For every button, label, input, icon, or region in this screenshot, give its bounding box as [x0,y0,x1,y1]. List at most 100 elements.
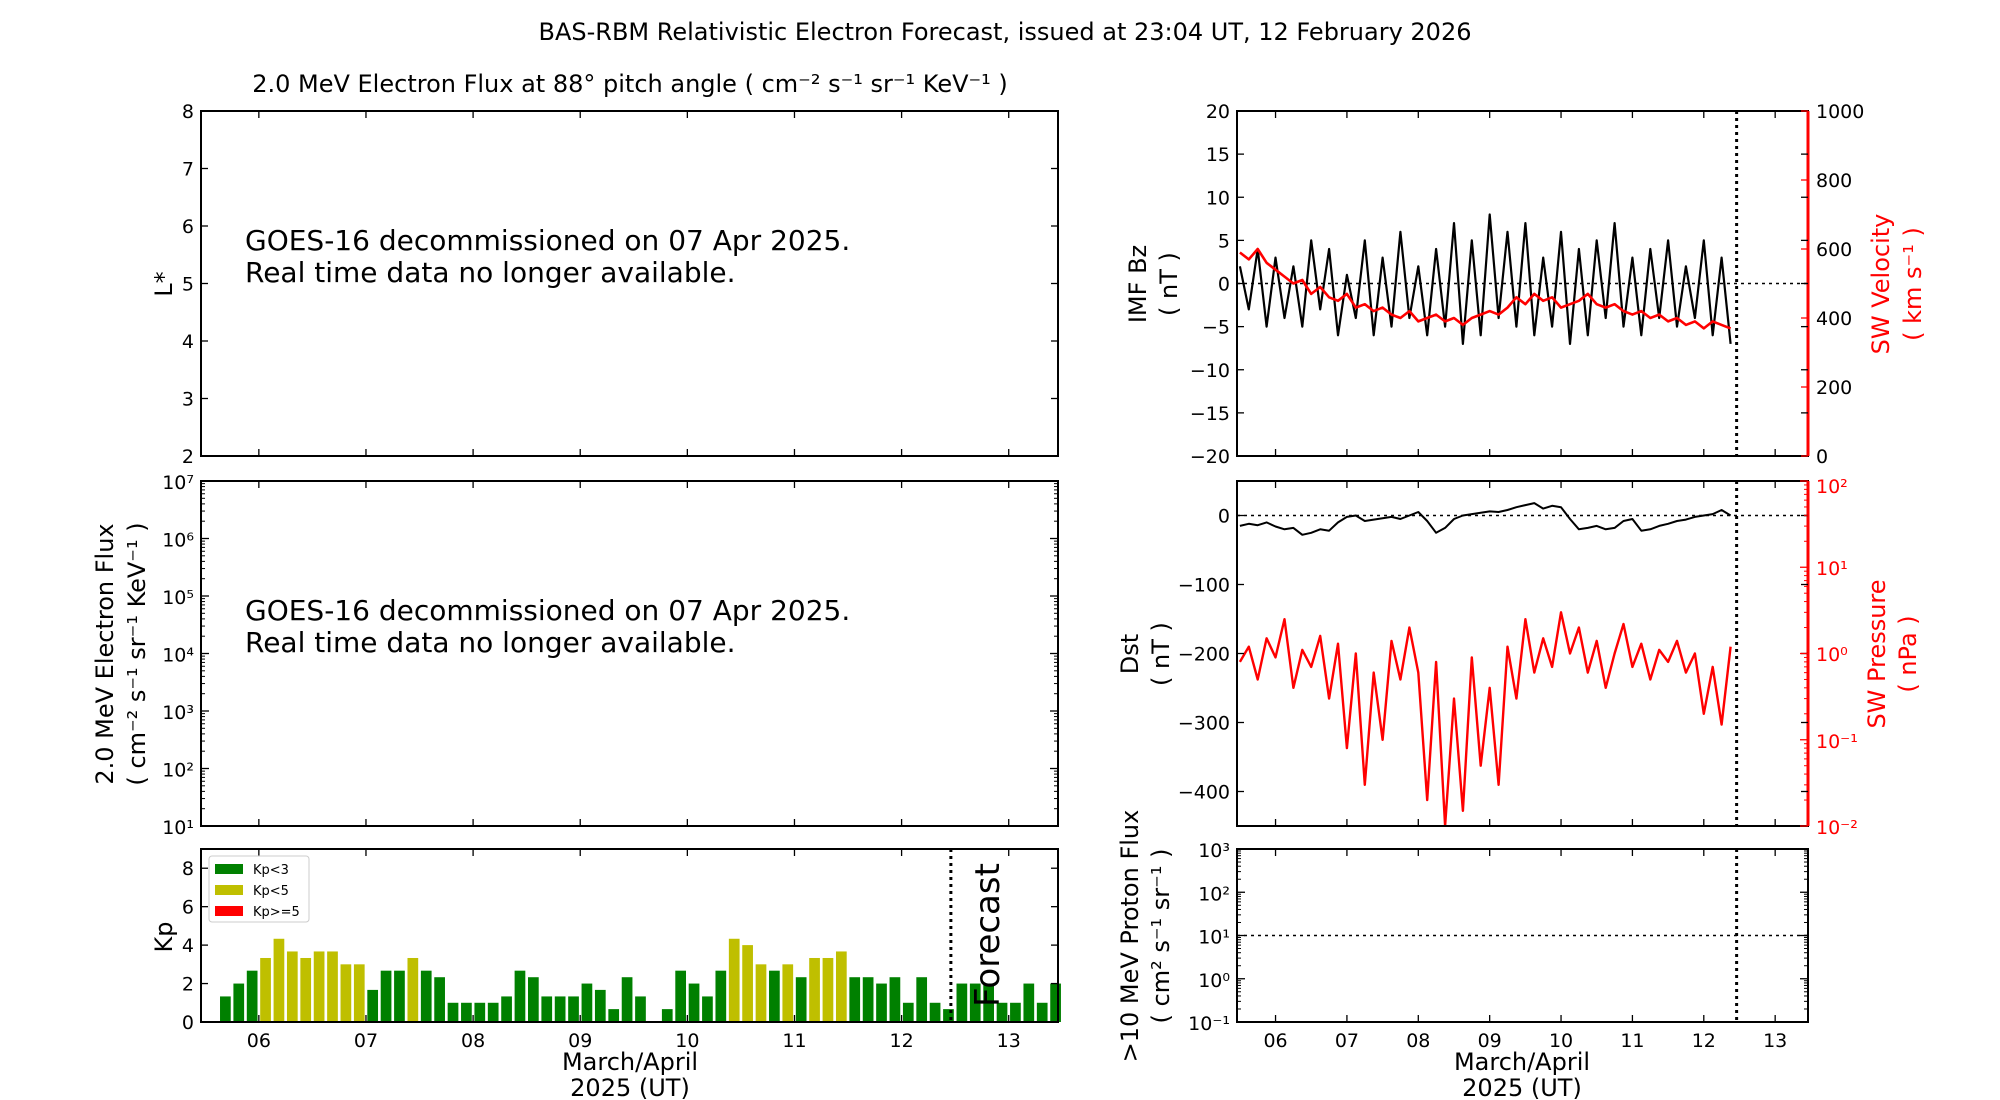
kp-bar [742,945,753,1022]
sw-velocity-series [1239,247,1732,330]
kp-bar [434,977,445,1022]
proton-xtick-label: 12 [1692,1030,1716,1052]
kp-bar [916,977,928,1022]
kp-bar [541,996,553,1022]
kp-bar [835,951,847,1022]
kp-bar [983,983,994,1022]
kp-bar [407,957,419,1022]
kp-bar [715,970,727,1022]
flux-ylabel-line2: ( cm⁻² s⁻¹ sr⁻¹ KeV⁻¹ ) [123,522,151,785]
kp-bar [1036,1002,1048,1022]
kp-forecast-label: Forecast [968,863,1008,1007]
kp-bar [996,1002,1008,1022]
kp-bar [782,964,794,1022]
dst-ytick-label: −400 [1178,782,1230,804]
flux-ylabel-line1: 2.0 MeV Electron Flux [91,523,119,784]
imf-ylabel-line1: IMF Bz [1124,245,1152,323]
kp-bar [956,983,968,1022]
lstar-ytick-label: 6 [182,216,194,238]
kp-bar [1023,983,1035,1022]
kp-bar [728,938,740,1022]
kp-bar [635,996,646,1022]
dst-ytick-label: −300 [1178,713,1230,735]
flux-ytick-label: 10⁴ [162,645,194,667]
sw-pressure-ytick-label: 10⁻² [1816,817,1858,839]
sw-velocity-ylabel-line2: ( km s⁻¹ ) [1899,227,1927,341]
kp-bar [286,951,298,1022]
kp-ylabel: Kp [150,922,178,953]
imf-ytick-label: 1000 [1816,101,1864,123]
imf-ytick-label: −15 [1190,403,1230,425]
kp-bar [849,977,861,1022]
kp-bar [969,983,981,1022]
imf-ytick-label: −5 [1202,317,1230,339]
kp-bar [862,977,874,1022]
sw-pressure-ytick-label: 10² [1816,476,1848,498]
kp-xlabel-line1: March/April [562,1048,698,1076]
kp-ytick-label: 8 [182,858,194,880]
kp-bar [621,977,633,1022]
proton-xtick-label: 13 [1763,1030,1787,1052]
flux-ytick-label: 10³ [162,702,194,724]
kp-xtick-label: 10 [675,1030,699,1052]
proton-ytick-label: 10² [1198,883,1230,905]
kp-bar [233,983,245,1022]
dst-ylabel-line1: Dst [1116,634,1144,674]
kp-bar [367,989,379,1022]
kp-xtick-label: 11 [782,1030,806,1052]
kp-xtick-label: 09 [568,1030,592,1052]
kp-bar [447,1002,459,1022]
kp-xtick-label: 12 [890,1030,914,1052]
kp-bar [608,1009,620,1022]
proton-ytick-label: 10⁻¹ [1188,1013,1230,1035]
kp-bar [501,996,512,1022]
flux-ytick-label: 10¹ [162,817,194,839]
kp-bar [300,957,312,1022]
figure-title: BAS-RBM Relativistic Electron Forecast, … [539,18,1472,46]
imf-ytick-label: 0 [1816,446,1828,468]
kp-legend-swatch-mid [215,885,243,895]
kp-xtick-label: 13 [997,1030,1021,1052]
proton-xtick-label: 10 [1549,1030,1573,1052]
kp-bar [822,957,834,1022]
kp-xtick-label: 06 [247,1030,271,1052]
kp-bar [340,964,352,1022]
sw-pressure-ytick-label: 10¹ [1816,558,1848,580]
flux-message-line1: GOES-16 decommissioned on 07 Apr 2025. [245,594,850,627]
kp-legend: Kp<3 Kp<5 Kp>=5 [208,855,310,923]
kp-xtick-label: 08 [461,1030,485,1052]
kp-bar [809,957,820,1022]
lstar-ytick-label: 5 [182,274,194,296]
kp-bar [554,996,566,1022]
kp-bar [527,977,539,1022]
proton-ytick-label: 10⁰ [1198,970,1230,992]
kp-legend-label-high: Kp>=5 [253,905,300,920]
proton-xlabel-line1: March/April [1454,1048,1590,1076]
imf-ytick-label: 15 [1206,144,1230,166]
kp-bar [902,1002,914,1022]
imf-ytick-label: 800 [1816,170,1852,192]
sw-pressure-series [1238,611,1732,826]
kp-bar [420,970,432,1022]
dst-ytick-label: 0 [1218,506,1230,528]
kp-bar [943,1009,954,1022]
kp-bar [688,983,700,1022]
proton-xlabel-line2: 2025 (UT) [1462,1074,1582,1100]
proton-ylabel-line1: >10 MeV Proton Flux [1116,810,1144,1063]
kp-bar [594,989,606,1022]
imf-ytick-label: −20 [1190,446,1230,468]
kp-frame [200,848,1059,1023]
kp-bar [581,983,593,1022]
imf-ytick-label: 5 [1218,230,1230,252]
flux-ytick-label: 10⁷ [162,472,194,494]
imf-ytick-label: −10 [1190,360,1230,382]
sw-pressure-group [1238,611,1732,826]
sw-velocity-ylabel-line1: SW Velocity [1867,214,1895,355]
imf-ytick-label: 20 [1206,101,1230,123]
kp-bar [394,970,405,1022]
kp-ytick-label: 0 [182,1012,194,1034]
lstar-ytick-label: 4 [182,331,194,353]
lstar-ylabel: L* [150,271,178,296]
kp-legend-label-low: Kp<3 [253,863,289,878]
